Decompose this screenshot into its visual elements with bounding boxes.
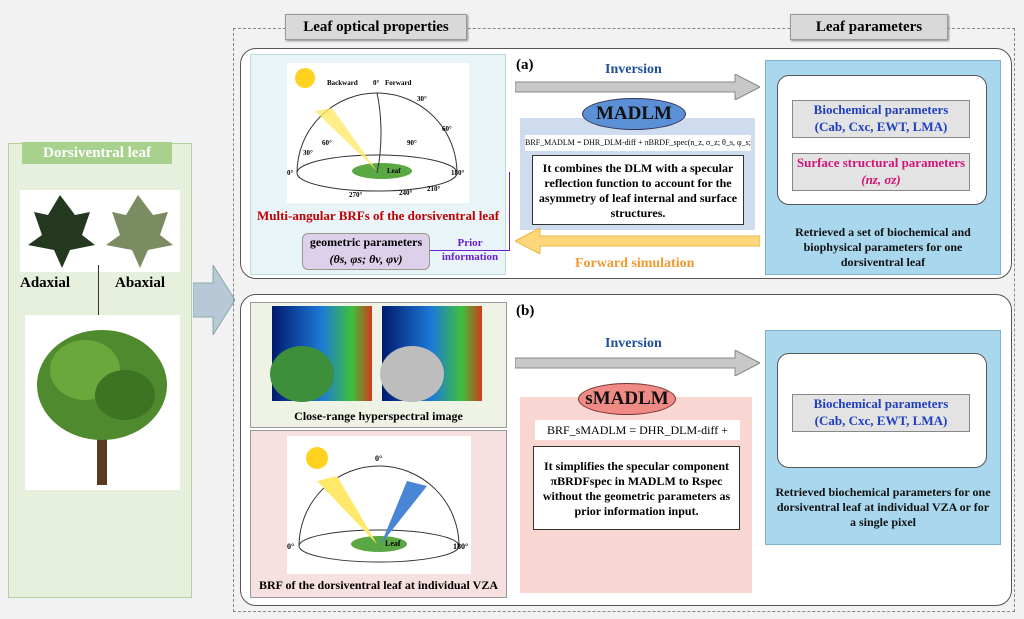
smadlm-description: It simplifies the specular component πBR… — [533, 446, 740, 530]
svg-text:Leaf: Leaf — [385, 539, 401, 548]
abaxial-label: Abaxial — [115, 275, 166, 291]
struct-vars: (nz, σz) — [861, 172, 901, 187]
geometric-parameters-box: geometric parameters (θs, φs; θv, φv) — [302, 233, 430, 270]
svg-text:60°: 60° — [322, 139, 332, 147]
leaf-images-icon — [28, 195, 173, 268]
svg-text:30°: 30° — [417, 95, 427, 103]
madlm-model-label: MADLM — [582, 98, 686, 130]
hyperspectral-images — [262, 306, 496, 406]
svg-text:Backward: Backward — [327, 79, 358, 87]
smadlm-model-label: sMADLM — [578, 383, 676, 415]
forward-simulation-label: Forward simulation — [575, 256, 695, 271]
struct-title: Surface structural parameters — [796, 155, 966, 170]
inversion-arrow-b — [515, 350, 760, 376]
svg-text:60°: 60° — [442, 125, 452, 133]
biochemical-parameters-b: Biochemical parameters (Cab, Cxc, EWT, L… — [792, 394, 970, 432]
biochem-vars: (Cab, Cxc, EWT, LMA) — [814, 119, 948, 134]
main-frame — [233, 28, 1015, 612]
madlm-description: It combines the DLM with a specular refl… — [532, 155, 744, 225]
prior-connector-v — [509, 172, 510, 251]
biochemical-parameters-a: Biochemical parameters (Cab, Cxc, EWT, L… — [792, 100, 970, 138]
svg-text:Leaf: Leaf — [387, 167, 401, 175]
header-optical: Leaf optical properties — [285, 14, 467, 40]
prior-information-label: Prior information — [441, 237, 499, 263]
hyperspectral-cube-icon — [270, 306, 482, 402]
leaf-photos — [20, 190, 180, 272]
svg-text:0°: 0° — [373, 79, 380, 87]
tree-image — [25, 315, 180, 490]
multi-angular-caption: Multi-angular BRFs of the dorsiventral l… — [256, 208, 500, 223]
tree-icon — [37, 330, 167, 485]
geometric-vars: (θs, φs; θv, φv) — [329, 252, 403, 266]
brf-vza-caption: BRF of the dorsiventral leaf at individu… — [258, 578, 498, 592]
hemisphere-b-icon: 0° 0° 180° Leaf — [287, 447, 468, 563]
inversion-arrow-a — [515, 74, 760, 100]
panel-b-label: (b) — [516, 303, 535, 319]
hyperspectral-caption: Close-range hyperspectral image — [294, 409, 463, 423]
svg-text:0°: 0° — [287, 542, 294, 551]
panel-a-label: (a) — [516, 57, 534, 73]
prior-connector — [430, 250, 510, 251]
svg-text:90°: 90° — [407, 139, 417, 147]
result-a: Retrieved a set of biochemical and bioph… — [795, 225, 971, 269]
surface-structural-parameters: Surface structural parameters (nz, σz) — [792, 153, 970, 191]
svg-text:180°: 180° — [453, 542, 468, 551]
hemisphere-diagram-b: 0° 0° 180° Leaf — [287, 436, 471, 574]
adaxial-label: Adaxial — [20, 275, 71, 291]
svg-text:0°: 0° — [375, 454, 382, 463]
biochem-title-b: Biochemical parameters — [813, 396, 949, 411]
svg-text:270°: 270° — [349, 191, 363, 199]
biochem-title: Biochemical parameters — [813, 102, 949, 117]
result-b: Retrieved biochemical parameters for one… — [775, 485, 991, 529]
leaf-arrow — [98, 265, 99, 325]
svg-text:30°: 30° — [303, 149, 313, 157]
dorsiventral-leaf-title: Dorsiventral leaf — [22, 142, 172, 164]
svg-text:Forward: Forward — [385, 79, 412, 87]
inversion-label-a: Inversion — [605, 62, 662, 77]
smadlm-formula: BRF_sMADLM = DHR_DLM-diff + R_spec(v_z) — [535, 420, 740, 457]
svg-text:180°: 180° — [451, 169, 465, 177]
hemisphere-icon: Backward Forward 0° 30° 60° 60° 30° 90° … — [287, 68, 465, 199]
hemisphere-diagram-a: Backward Forward 0° 30° 60° 60° 30° 90° … — [287, 63, 469, 203]
big-arrow-icon — [193, 265, 235, 335]
svg-text:0°: 0° — [287, 169, 294, 177]
forward-arrow — [515, 228, 760, 254]
svg-text:210°: 210° — [427, 185, 441, 193]
madlm-formula: BRF_MADLM = DHR_DLM-diff + πBRDF_spec(n_… — [525, 135, 751, 163]
inversion-label-b: Inversion — [605, 336, 662, 351]
geometric-title: geometric parameters — [309, 235, 423, 249]
header-parameters: Leaf parameters — [790, 14, 948, 40]
biochem-vars-b: (Cab, Cxc, EWT, LMA) — [814, 413, 948, 428]
svg-text:240°: 240° — [399, 189, 413, 197]
